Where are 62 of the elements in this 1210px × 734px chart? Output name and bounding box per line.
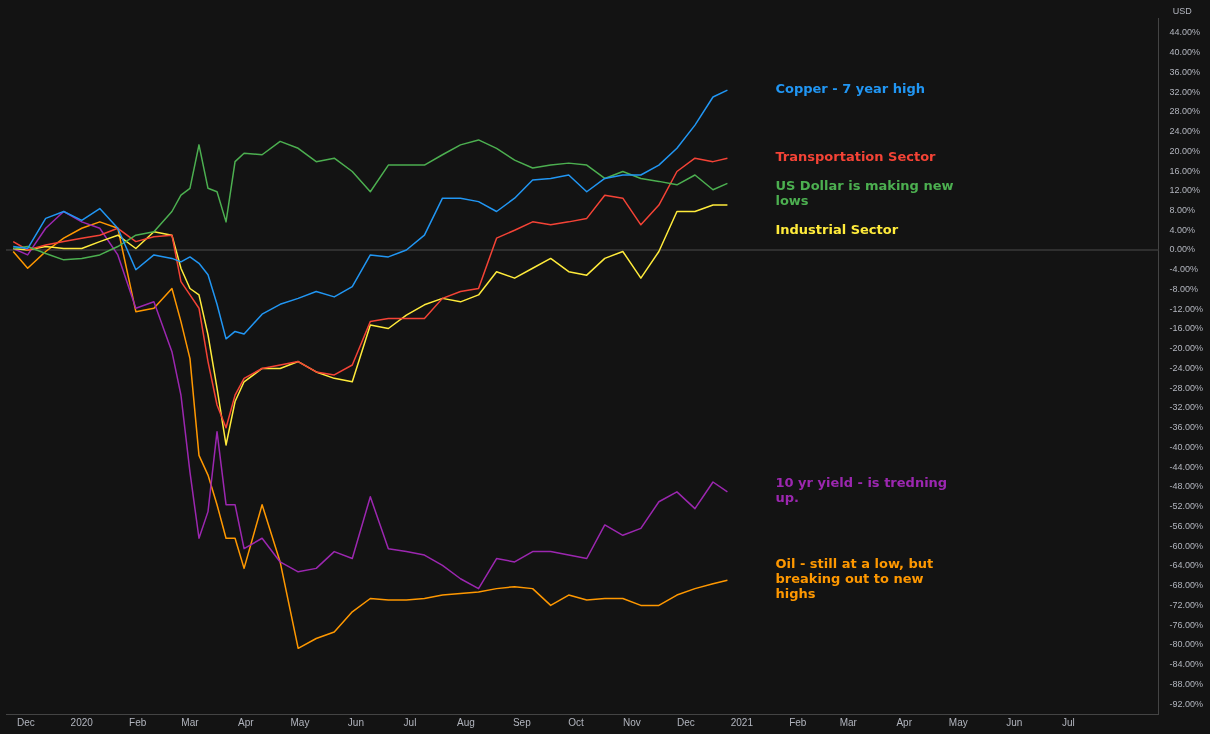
x-tick-label: May — [290, 716, 310, 728]
x-tick-label: Apr — [238, 716, 255, 728]
y-tick-label: -20.00% — [1169, 343, 1204, 354]
y-tick-label: -28.00% — [1169, 382, 1204, 393]
y-tick-label: -68.00% — [1169, 580, 1204, 591]
x-tick-label: Dec — [677, 716, 695, 728]
x-tick-label: Feb — [129, 716, 147, 728]
y-tick-label: -16.00% — [1169, 323, 1204, 334]
text: Oil - still at a low, but breaking out to new highs — [775, 556, 934, 602]
x-tick-label: Jun — [347, 716, 364, 728]
y-tick-label: -64.00% — [1169, 560, 1204, 571]
y-tick-label: 24.00% — [1169, 126, 1201, 137]
text: Industrial Sector — [775, 222, 899, 238]
y-axis-title: USD — [1172, 6, 1193, 17]
x-tick-label: Mar — [839, 716, 858, 728]
y-tick-label: -24.00% — [1169, 362, 1204, 373]
x-tick-label: Sep — [512, 716, 532, 728]
y-tick-label: -52.00% — [1169, 501, 1204, 512]
y-tick-label: 0.00% — [1169, 244, 1196, 255]
x-tick-label: Oct — [568, 716, 584, 728]
y-tick-label: 20.00% — [1169, 145, 1201, 156]
x-tick-label: Apr — [896, 716, 913, 728]
y-tick-label: -60.00% — [1169, 540, 1204, 551]
x-tick-label: Aug — [457, 716, 475, 728]
x-tick-label: Mar — [181, 716, 200, 728]
y-tick-label: 44.00% — [1169, 27, 1201, 38]
y-tick-label: -80.00% — [1169, 639, 1204, 650]
y-tick-label: -92.00% — [1169, 698, 1204, 709]
y-tick-label: -36.00% — [1169, 422, 1204, 433]
x-tick-label: Jun — [1006, 716, 1023, 728]
x-tick-label: Dec — [16, 716, 35, 728]
x-tick-label: Feb — [789, 716, 807, 728]
y-tick-label: 16.00% — [1169, 165, 1201, 176]
y-tick-label: -72.00% — [1169, 599, 1204, 610]
text: US Dollar is making new lows — [775, 178, 954, 209]
x-tick-label: May — [948, 716, 968, 728]
x-tick-label: Jul — [1061, 716, 1075, 728]
y-tick-label: 40.00% — [1169, 47, 1201, 58]
y-tick-label: -44.00% — [1169, 461, 1204, 472]
y-tick-label: 36.00% — [1169, 66, 1201, 77]
text: Transportation Sector — [775, 149, 937, 165]
y-tick-label: 32.00% — [1169, 86, 1201, 97]
x-tick-label: Nov — [622, 716, 641, 728]
y-tick-label: -76.00% — [1169, 619, 1204, 630]
y-tick-label: -88.00% — [1169, 678, 1204, 689]
y-tick-label: -56.00% — [1169, 520, 1204, 531]
y-tick-label: -84.00% — [1169, 659, 1204, 670]
y-tick-label: -8.00% — [1169, 283, 1199, 294]
y-tick-label: 28.00% — [1169, 106, 1201, 117]
y-tick-label: -32.00% — [1169, 402, 1204, 413]
text: 10 yr yield - is tredning up. — [775, 475, 948, 506]
y-tick-label: -12.00% — [1169, 303, 1204, 314]
y-tick-label: -4.00% — [1169, 264, 1199, 275]
x-tick-label: 2021 — [730, 716, 754, 728]
y-tick-label: -40.00% — [1169, 441, 1204, 452]
x-tick-label: 2020 — [70, 716, 94, 728]
y-tick-label: 4.00% — [1169, 224, 1196, 235]
x-tick-label: Jul — [403, 716, 417, 728]
y-tick-label: -48.00% — [1169, 481, 1204, 492]
text: Copper - 7 year high — [775, 80, 926, 96]
y-tick-label: 12.00% — [1169, 185, 1201, 196]
y-tick-label: 8.00% — [1169, 205, 1196, 215]
